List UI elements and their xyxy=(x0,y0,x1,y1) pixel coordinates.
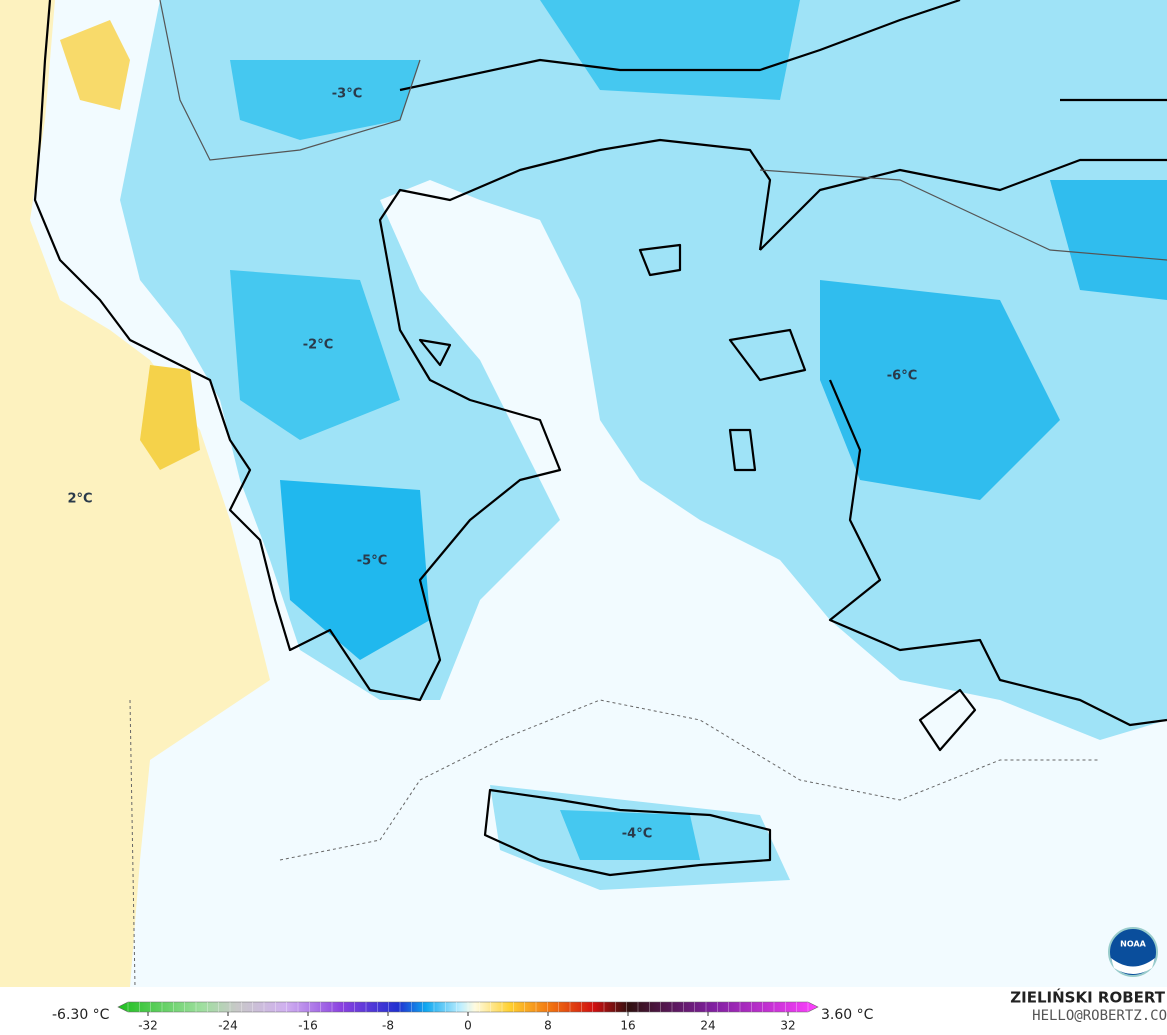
colorbar-tick-label: -32 xyxy=(138,1019,158,1033)
colorbar-tick-label: 8 xyxy=(544,1019,552,1033)
colorbar-tick-label: 0 xyxy=(464,1019,472,1033)
map: -3°C -2°C -6°C -5°C -4°C 2°C NOAA xyxy=(0,0,1167,988)
coastline xyxy=(33,0,772,702)
colorbar-tick-label: -24 xyxy=(218,1019,238,1033)
colorbar-tick-label: -16 xyxy=(298,1019,318,1033)
colorbar-tick-label: 24 xyxy=(700,1019,715,1033)
coastline xyxy=(759,158,1167,251)
crete xyxy=(483,788,772,877)
colorbar: -6.30 °C 3.60 °C -32 -24 -16 -8 0 8 16 24 32 xyxy=(52,1001,874,1033)
warm-area xyxy=(0,0,270,987)
cold-core xyxy=(230,270,400,440)
logo-wave xyxy=(1111,958,1155,974)
cold-core xyxy=(230,60,420,140)
logo: NOAA xyxy=(1108,927,1158,977)
colorbar-tick-label: 16 xyxy=(620,1019,635,1033)
border xyxy=(759,169,1167,261)
map-label: -5°C xyxy=(357,554,387,569)
coastline xyxy=(399,0,961,92)
warm-core xyxy=(140,365,200,470)
map-label: -2°C xyxy=(303,338,333,353)
island xyxy=(728,328,807,382)
colorbar-max: 3.60 °C xyxy=(821,1007,874,1023)
coastline xyxy=(828,379,1167,727)
colorbar-tick-label: -8 xyxy=(382,1019,394,1033)
cold-core xyxy=(560,810,700,860)
island xyxy=(918,688,977,752)
cold-core xyxy=(540,0,800,100)
author: ZIELIŃSKI ROBERT xyxy=(1010,988,1165,1007)
map-label: -4°C xyxy=(622,827,652,842)
island xyxy=(638,243,682,277)
map-label: -3°C xyxy=(332,87,362,102)
colorbar-min: -6.30 °C xyxy=(52,1007,110,1023)
cold-core xyxy=(820,280,1060,500)
contour xyxy=(279,699,1100,861)
cold-core xyxy=(280,480,430,660)
contact: HELLO@ROBERTZ.CO xyxy=(1032,1008,1167,1024)
logo-text: NOAA xyxy=(1120,940,1146,949)
map-label: 2°C xyxy=(67,492,92,507)
island xyxy=(728,428,757,472)
map-label: -6°C xyxy=(887,369,917,384)
island xyxy=(418,338,452,367)
cold-core xyxy=(1050,180,1167,300)
colorbar-tick-label: 32 xyxy=(780,1019,795,1033)
warm-core xyxy=(60,20,130,110)
border xyxy=(159,0,421,161)
